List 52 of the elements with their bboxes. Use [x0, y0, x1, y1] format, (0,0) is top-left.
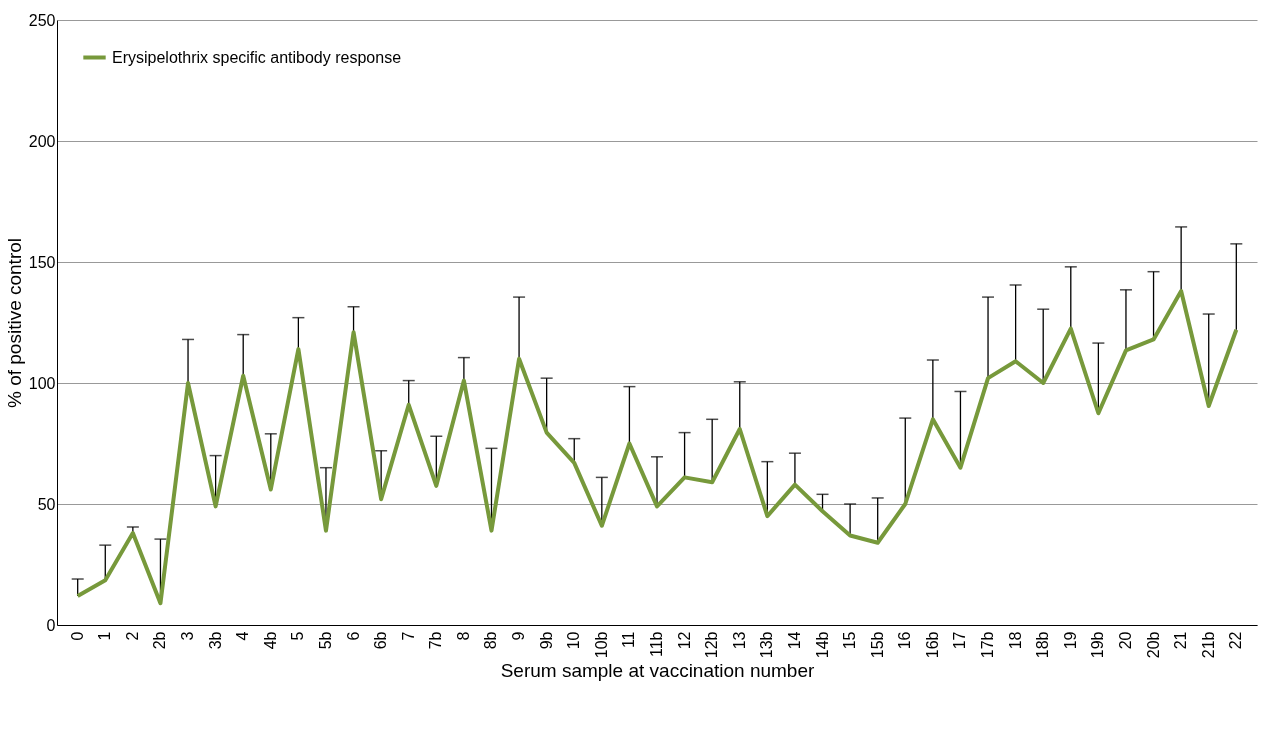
x-tick-label: 18b	[1034, 631, 1052, 659]
x-tick-label: 14b	[813, 631, 831, 659]
y-tick-label: 250	[28, 11, 56, 29]
x-tick-label: 9b	[537, 631, 555, 650]
x-axis-title: Serum sample at vaccination number	[500, 660, 815, 682]
x-tick-label: 22	[1227, 631, 1245, 650]
x-tick-label: 13b	[758, 631, 776, 659]
x-tick-label: 6b	[372, 631, 390, 650]
x-tick-label: 21b	[1199, 631, 1217, 659]
y-tick-label: 100	[28, 374, 56, 392]
x-tick-label: 3b	[206, 631, 224, 650]
x-tick-label: 11	[620, 631, 638, 649]
y-tick-label: 50	[37, 495, 56, 513]
y-tick-label: 150	[28, 253, 56, 271]
x-tick-label: 2b	[151, 631, 169, 650]
legend-label: Erysipelothrix specific antibody response	[112, 48, 402, 66]
x-tick-label: 17	[951, 631, 969, 650]
x-tick-label: 4	[234, 631, 252, 641]
x-tick-label: 0	[68, 631, 86, 641]
x-tick-label: 3	[179, 631, 197, 641]
x-tick-label: 5	[289, 631, 307, 641]
x-tick-label: 7	[399, 631, 417, 641]
line-series	[75, 289, 1239, 606]
x-tick-label: 18	[1006, 631, 1024, 650]
x-tick-label: 20b	[1144, 631, 1162, 659]
x-tick-label: 8	[454, 631, 472, 641]
x-tick-label: 2	[123, 631, 141, 641]
y-axis-title: % of positive control	[3, 237, 25, 409]
x-tick-label: 14	[785, 631, 803, 650]
x-tick-label: 5b	[316, 631, 334, 650]
x-tick-label: 20	[1116, 631, 1134, 650]
x-tick-label: 8b	[482, 631, 500, 650]
x-tick-label: 9	[510, 631, 528, 641]
x-tick-label: 16	[896, 631, 914, 650]
x-tick-label: 21	[1172, 631, 1190, 650]
x-tick-label: 1	[96, 631, 114, 641]
x-tick-label: 4b	[261, 631, 279, 650]
x-tick-label: 12b	[703, 631, 721, 659]
x-tick-label: 17b	[979, 631, 997, 659]
y-tick-label: 200	[28, 132, 56, 150]
x-tick-label: 19	[1061, 631, 1079, 650]
x-tick-label: 12	[675, 631, 693, 650]
x-tick-label: 15	[841, 631, 859, 650]
x-tick-label: 13	[730, 631, 748, 650]
x-tick-label: 15b	[868, 631, 886, 659]
x-tick-label: 16b	[923, 631, 941, 659]
x-tick-label: 7b	[427, 631, 445, 650]
x-tick-label: 6	[344, 631, 362, 641]
x-tick-label: 10	[565, 631, 583, 650]
x-tick-label: 10b	[592, 631, 610, 659]
x-tick-label: 19b	[1089, 631, 1107, 659]
x-tick-label: 11b	[648, 631, 665, 658]
